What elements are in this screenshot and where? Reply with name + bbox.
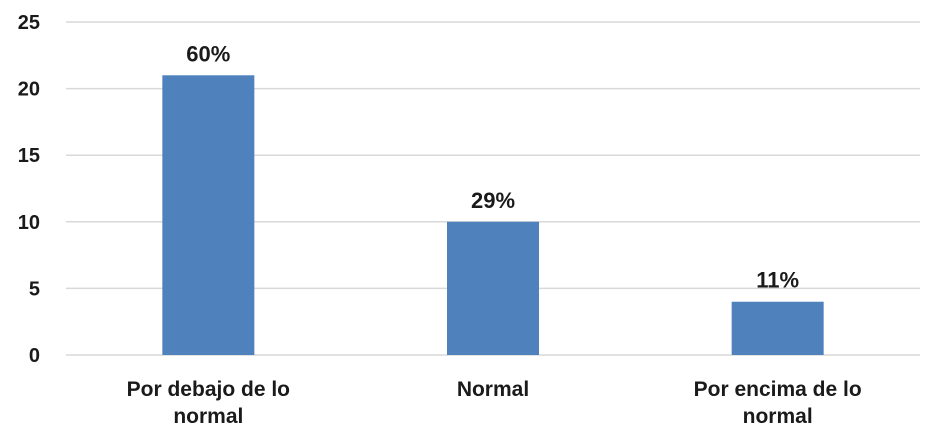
bars bbox=[162, 75, 824, 355]
y-tick-label: 20 bbox=[18, 79, 40, 101]
category-label: Por encima de lo bbox=[694, 378, 862, 401]
x-axis-category-labels: Por debajo de lo normal Normal Por encima d… bbox=[127, 378, 862, 428]
bar bbox=[162, 75, 255, 355]
data-label: 29% bbox=[471, 188, 515, 213]
data-labels: 60% 29% 11% bbox=[186, 41, 799, 292]
bar bbox=[731, 301, 824, 355]
data-label: 60% bbox=[186, 41, 230, 66]
y-axis-tick-labels: 0 5 10 15 20 25 bbox=[18, 12, 40, 367]
category-label: Normal bbox=[457, 378, 529, 401]
category-label: normal bbox=[173, 405, 243, 428]
category-label: Por debajo de lo bbox=[127, 378, 290, 401]
y-tick-label: 10 bbox=[18, 212, 40, 234]
category-label: normal bbox=[743, 405, 813, 428]
data-label: 11% bbox=[756, 268, 799, 293]
y-tick-label: 25 bbox=[18, 12, 40, 34]
y-tick-label: 5 bbox=[29, 278, 40, 300]
y-tick-label: 15 bbox=[18, 145, 40, 167]
y-tick-label: 0 bbox=[29, 345, 40, 367]
bar bbox=[447, 221, 539, 355]
